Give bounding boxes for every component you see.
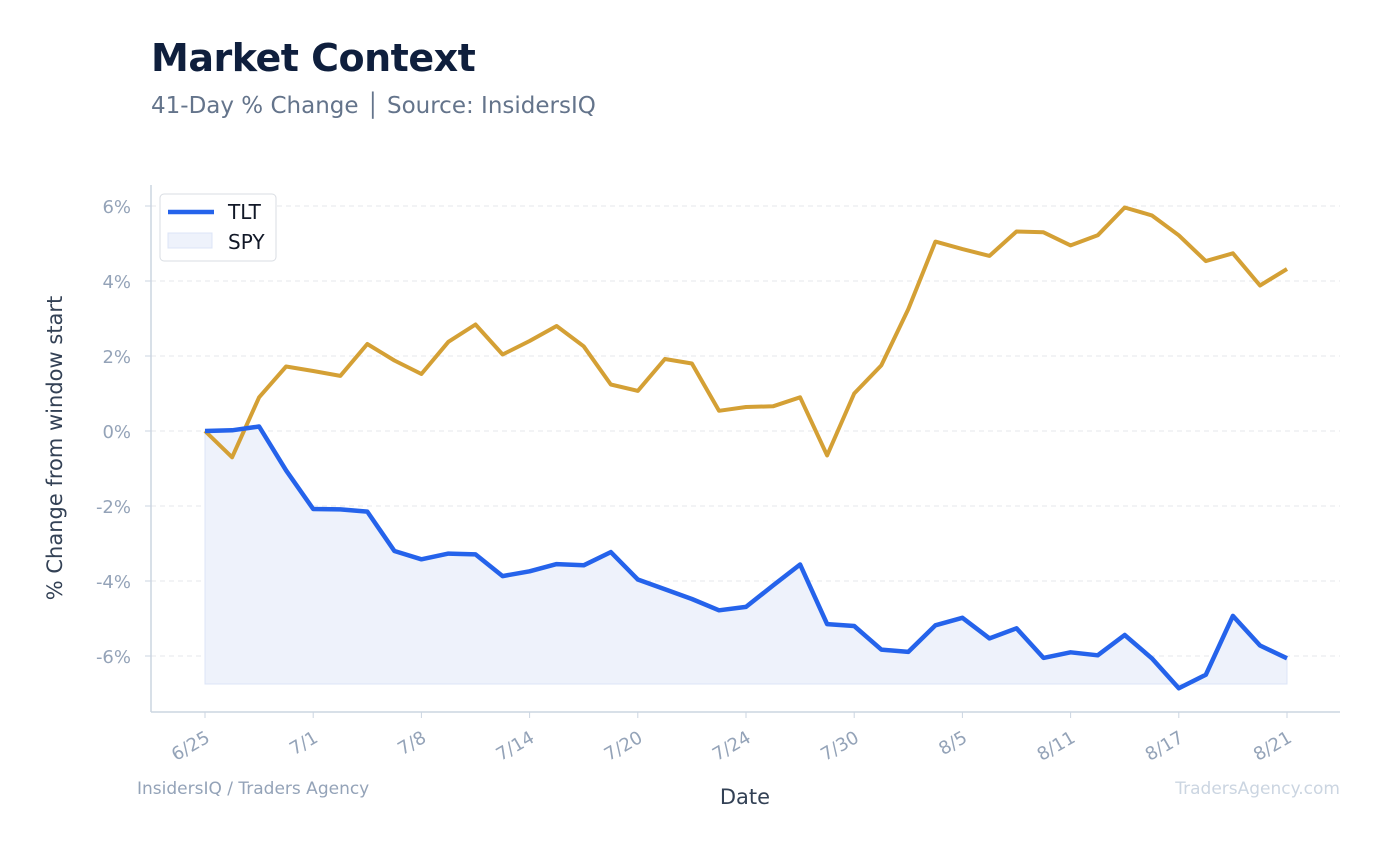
legend-spy-swatch xyxy=(167,232,213,249)
x-axis-title: Date xyxy=(720,785,770,809)
footer-credit: InsidersIQ / Traders Agency xyxy=(137,779,370,799)
legend-spy-label: SPY xyxy=(228,230,265,254)
y-tick-label: -2% xyxy=(96,497,131,518)
chart-subtitle: 41-Day % Change │ Source: InsidersIQ xyxy=(151,93,596,119)
y-tick-label: 6% xyxy=(102,197,131,218)
y-axis-ticks: 6% 4% 2% 0% -2% -4% -6% xyxy=(96,197,151,668)
legend-tlt-label: TLT xyxy=(227,200,262,224)
y-tick-label: -6% xyxy=(96,647,131,668)
x-tick-label: 8/21 xyxy=(1250,727,1296,765)
x-tick-label: 7/8 xyxy=(394,727,430,760)
tlt-area-fill xyxy=(204,425,1288,689)
chart-title: Market Context xyxy=(151,36,476,80)
y-tick-label: -4% xyxy=(96,572,131,593)
x-tick-label: 7/14 xyxy=(493,727,539,765)
x-tick-label: 8/5 xyxy=(935,727,971,760)
spy-series-line xyxy=(203,205,1289,460)
x-tick-label: 7/24 xyxy=(709,727,755,765)
x-tick-label: 7/20 xyxy=(601,727,647,765)
y-axis-title: % Change from window start xyxy=(43,296,67,601)
x-tick-label: 8/11 xyxy=(1034,727,1080,765)
x-tick-label: 7/30 xyxy=(817,727,863,765)
x-axis-ticks: 6/25 7/1 7/8 7/14 7/20 7/24 7/30 8/5 8/11 8/17 8/2… xyxy=(168,712,1296,766)
x-tick-label: 7/1 xyxy=(286,727,322,760)
footer-watermark: TradersAgency.com xyxy=(1175,779,1340,799)
y-tick-label: 0% xyxy=(102,422,131,443)
x-tick-label: 6/25 xyxy=(168,727,214,765)
legend: TLT SPY xyxy=(159,193,277,262)
y-tick-label: 4% xyxy=(102,272,131,293)
x-tick-label: 8/17 xyxy=(1142,727,1188,765)
y-tick-label: 2% xyxy=(102,347,131,368)
tlt-series-line xyxy=(204,424,1288,691)
